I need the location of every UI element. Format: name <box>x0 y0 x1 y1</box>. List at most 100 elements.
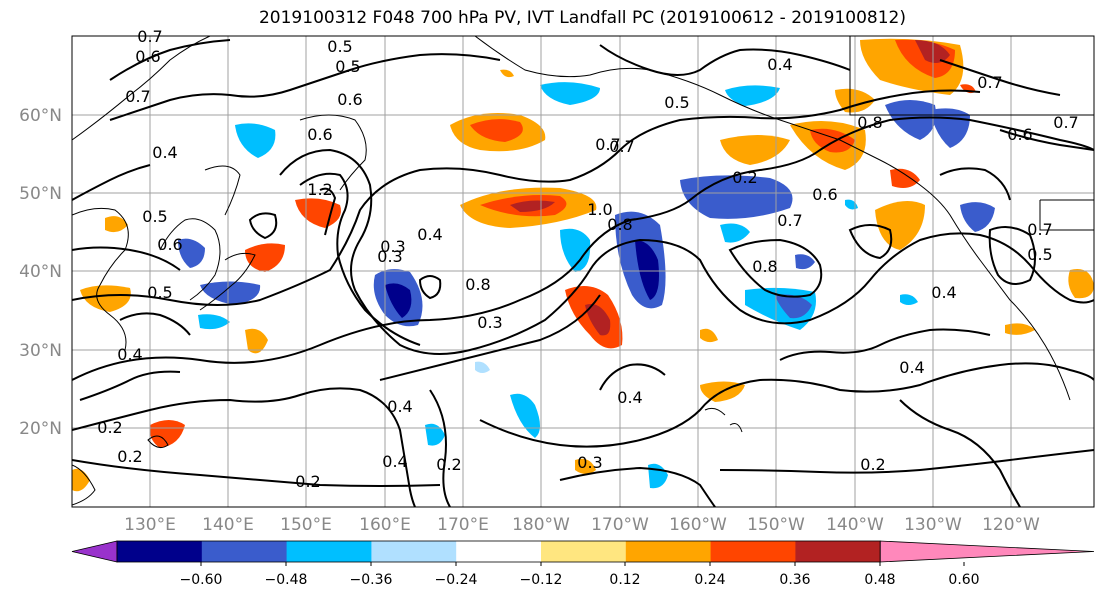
contour-label: 0.8 <box>857 113 882 132</box>
negative-anomaly <box>540 82 600 105</box>
longitude-labels: 130°E 140°E 150°E 160°E 170°E 180°W 170°… <box>124 515 1040 535</box>
contour-label: 0.6 <box>337 90 362 109</box>
contour-label: 0.3 <box>577 453 602 472</box>
lon-label: 140°E <box>202 515 254 535</box>
colorbar-segment <box>117 541 203 562</box>
contour-label: 0.2 <box>436 455 461 474</box>
colorbar-tick-label: −0.24 <box>435 572 478 588</box>
positive-anomaly <box>149 420 185 448</box>
map-title: 2019100312 F048 700 hPa PV, IVT Landfall… <box>258 8 906 28</box>
positive-anomaly <box>890 168 920 188</box>
contour-label: 0.4 <box>767 55 792 74</box>
positive-anomaly <box>72 468 90 492</box>
contour-label: 0.5 <box>335 57 360 76</box>
positive-anomaly <box>875 201 925 250</box>
negative-anomaly <box>795 254 815 270</box>
negative-anomaly <box>900 294 918 305</box>
colorbar <box>71 540 1095 563</box>
contour-label: 0.3 <box>477 313 502 332</box>
lon-label: 170°E <box>437 515 489 535</box>
positive-anomaly <box>500 69 514 78</box>
lon-label: 170°W <box>591 515 649 535</box>
negative-anomaly <box>198 314 230 330</box>
lon-label: 120°W <box>982 515 1040 535</box>
lon-label: 160°E <box>359 515 411 535</box>
contour-label: 0.6 <box>135 47 160 66</box>
colorbar-tick-label: −0.48 <box>265 572 308 588</box>
colorbar-segment <box>201 541 288 562</box>
lat-label-50N: 50°N <box>19 184 62 204</box>
contour-label: 0.6 <box>307 125 332 144</box>
contour-label: 0.4 <box>117 345 142 364</box>
contour-label: 0.7 <box>1053 113 1078 132</box>
negative-anomaly <box>885 100 936 140</box>
contour-label: 0.2 <box>860 455 885 474</box>
coastlines <box>72 36 1094 506</box>
positive-anomaly <box>720 135 790 165</box>
lat-label-40N: 40°N <box>19 262 62 282</box>
colorbar-tick-label: 0.24 <box>694 572 725 588</box>
contour-label: 0.4 <box>617 388 642 407</box>
colorbar-segment <box>286 541 372 562</box>
contour-label: 0.4 <box>387 397 412 416</box>
colorbar-tick-label: −0.12 <box>520 572 563 588</box>
colorbar-tick-label: 0.60 <box>948 572 979 588</box>
contour-label: 0.6 <box>157 235 182 254</box>
contour-label: 0.4 <box>417 225 442 244</box>
positive-anomaly <box>105 216 128 233</box>
colorbar-extend-high <box>879 540 1095 563</box>
contour-label: 1.2 <box>307 180 332 199</box>
negative-anomaly <box>720 223 750 243</box>
colorbar-segment <box>456 541 542 562</box>
colorbar-segment <box>541 541 627 562</box>
contour-label: 0.2 <box>97 418 122 437</box>
pv-contours <box>72 39 1094 507</box>
colorbar-labels: −0.60 −0.48 −0.36 −0.24 −0.12 0.12 0.24 … <box>180 572 980 588</box>
contour-label: 0.3 <box>377 247 402 266</box>
colorbar-segment <box>371 541 457 562</box>
lat-label-30N: 30°N <box>19 341 62 361</box>
map-frame <box>71 35 1095 508</box>
lon-label: 150°W <box>747 515 805 535</box>
latitude-labels: 60°N 50°N 40°N 30°N 20°N <box>19 106 62 439</box>
negative-anomaly <box>385 283 412 318</box>
contour-label: 0.5 <box>327 37 352 56</box>
positive-anomaly <box>510 200 555 212</box>
lat-label-20N: 20°N <box>19 419 62 439</box>
positive-anomaly <box>1005 323 1035 335</box>
positive-anomaly <box>575 458 596 474</box>
lon-label: 180°W <box>512 515 570 535</box>
positive-anomaly <box>700 328 718 343</box>
lon-label: 150°E <box>280 515 332 535</box>
negative-anomaly <box>560 228 591 272</box>
negative-anomaly <box>425 423 445 446</box>
contour-label: 0.3 <box>380 237 405 256</box>
contour-label: 0.8 <box>465 275 490 294</box>
colorbar-frame <box>116 540 881 563</box>
contour-labels: 0.70.60.50.50.7 0.60.60.40.50.40.50.40.20… <box>97 27 1078 491</box>
contour-label: 0.2 <box>117 447 142 466</box>
colorbar-tick-label: 0.36 <box>779 572 810 588</box>
positive-anomaly <box>810 128 855 153</box>
negative-anomaly <box>475 361 490 373</box>
contour-label: 1.0 <box>587 200 612 219</box>
contour-label: 0.5 <box>1027 245 1052 264</box>
positive-anomaly <box>1068 269 1094 299</box>
colorbar-ticks <box>200 562 965 566</box>
contour-label: 0.8 <box>607 215 632 234</box>
contour-label: 0.7 <box>595 135 620 154</box>
negative-anomaly <box>635 240 659 300</box>
colorbar-extend-low <box>71 540 118 563</box>
colorbar-tick-label: −0.60 <box>180 572 223 588</box>
colorbar-tick-label: 0.12 <box>609 572 640 588</box>
contour-label: 0.7 <box>777 211 802 230</box>
colorbar-segment <box>795 541 881 562</box>
contour-label: 0.5 <box>147 283 172 302</box>
negative-anomaly <box>178 238 205 268</box>
negative-anomaly <box>725 85 780 106</box>
colorbar-tick-label: 0.48 <box>864 572 895 588</box>
colorbar-segment <box>625 541 712 562</box>
lon-label: 140°W <box>826 515 884 535</box>
negative-anomaly <box>235 123 276 158</box>
